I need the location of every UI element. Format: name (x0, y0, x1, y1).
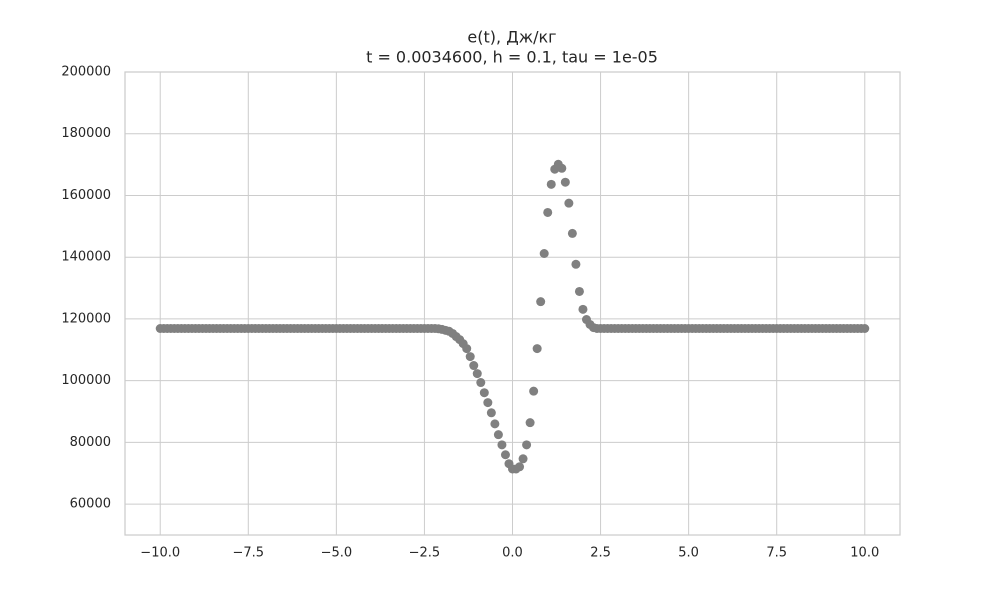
y-tick-label: 200000 (61, 65, 111, 80)
point (479, 388, 489, 398)
y-tick-label: 180000 (61, 126, 111, 141)
x-tick-label: 2.5 (590, 546, 611, 561)
point (574, 286, 584, 296)
x-tick-label: −2.5 (409, 546, 441, 561)
y-tick-label: 160000 (61, 188, 111, 203)
point (483, 398, 493, 408)
point (493, 430, 503, 440)
point (543, 207, 553, 217)
point (465, 352, 475, 362)
y-tick-label: 120000 (61, 311, 111, 326)
y-tick-label: 80000 (70, 435, 111, 450)
point (490, 419, 500, 429)
y-tick-label: 140000 (61, 250, 111, 265)
point (469, 361, 479, 371)
point (476, 378, 486, 388)
point (571, 259, 581, 269)
point (532, 344, 542, 354)
chart-subtitle: t = 0.0034600, h = 0.1, tau = 1e-05 (366, 48, 658, 67)
x-tick-label: 10.0 (850, 546, 879, 561)
x-tick-label: −10.0 (140, 546, 180, 561)
point (518, 454, 528, 464)
point (515, 462, 525, 472)
point (567, 228, 577, 238)
point (539, 248, 549, 258)
point (560, 177, 570, 187)
point (522, 440, 532, 450)
y-tick-label: 60000 (70, 497, 111, 512)
point (860, 324, 870, 334)
x-tick-label: 0.0 (502, 546, 523, 561)
plot-frame (124, 71, 901, 536)
point (500, 450, 510, 460)
x-tick-label: 5.0 (678, 546, 699, 561)
x-tick-label: 7.5 (766, 546, 787, 561)
chart-title: e(t), Дж/кг (467, 28, 556, 47)
x-tick-label: −5.0 (321, 546, 353, 561)
x-tick-label: −7.5 (233, 546, 265, 561)
point (546, 179, 556, 189)
point (564, 198, 574, 208)
point (557, 163, 567, 173)
point (462, 344, 472, 354)
point (486, 408, 496, 418)
point (578, 304, 588, 314)
y-tick-label: 100000 (61, 373, 111, 388)
point (497, 440, 507, 450)
point (472, 369, 482, 379)
point (536, 297, 546, 307)
point (525, 418, 535, 428)
point (529, 386, 539, 396)
